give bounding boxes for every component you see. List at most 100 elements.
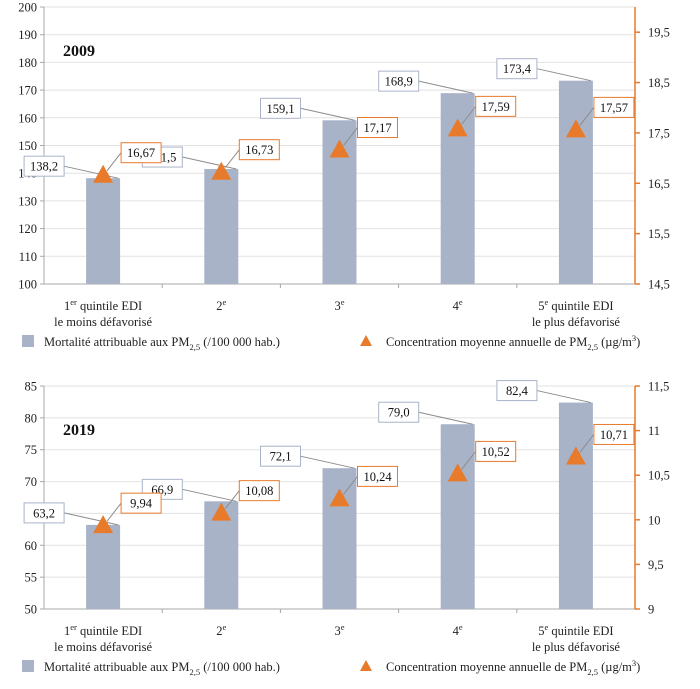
x-tick-label-line2: le moins défavorisé [54, 315, 152, 329]
y-right-tick-label: 19,5 [648, 26, 670, 40]
point-label-leader [343, 127, 358, 146]
bar [86, 178, 121, 284]
bar-label-box [378, 401, 420, 423]
point-data-label: 9,94 [130, 497, 153, 511]
y-right-tick-label: 9,5 [648, 558, 664, 572]
y-right-tick-label: 18,5 [648, 76, 670, 90]
point-label-leader [224, 149, 240, 168]
point-label-box [120, 492, 162, 514]
y-right-tick-label: 16,5 [648, 177, 670, 191]
y-left-tick-label: 150 [18, 139, 37, 153]
x-tick-label: 1er quintile EDI [64, 622, 142, 638]
point-label-box [475, 95, 517, 117]
concentration-point [565, 446, 586, 465]
x-tick-label: 3e [334, 297, 344, 313]
point-label-box [357, 465, 398, 487]
point-label-box [475, 440, 517, 462]
concentration-point [447, 463, 468, 482]
point-label-leader [461, 451, 477, 470]
bar-label-leader [63, 165, 119, 179]
x-tick-label: 2e [216, 622, 226, 638]
bar-label-box [496, 380, 538, 402]
bar-label-leader [418, 411, 473, 425]
bar-label-box [23, 155, 65, 177]
point-label-leader [461, 106, 477, 125]
bar-data-label: 79,0 [388, 406, 410, 420]
point-data-label: 17,57 [600, 101, 628, 115]
legend-label-bars: Mortalité attribuable aux PM2,5 (/100 00… [44, 335, 280, 352]
chart-panel-2009: 10011012013014015016017018019020014,515,… [18, 1, 670, 353]
point-data-label: 10,24 [363, 470, 392, 484]
y-right-tick-label: 10 [648, 513, 661, 527]
y-left-tick-label: 160 [18, 111, 37, 125]
point-data-label: 10,08 [245, 484, 273, 498]
concentration-point [93, 515, 114, 534]
x-tick-label: 5e quintile EDI [538, 622, 613, 638]
chart-title: 2009 [63, 43, 95, 60]
x-tick-label: 1er quintile EDI [64, 297, 142, 313]
point-label-leader [224, 490, 240, 509]
point-label-leader [106, 502, 122, 522]
y-left-tick-label: 110 [19, 250, 37, 264]
x-tick-label: 4e [453, 622, 463, 638]
bar-label-leader [536, 390, 592, 404]
bar-data-label: 168,9 [385, 75, 413, 89]
legend-swatch-bars [22, 335, 34, 347]
point-data-label: 10,52 [482, 445, 510, 459]
point-data-label: 16,73 [245, 143, 273, 157]
bar-label-box [378, 70, 420, 92]
legend-label-bars: Mortalité attribuable aux PM2,5 (/100 00… [44, 660, 280, 677]
point-data-label: 17,59 [482, 100, 510, 114]
point-label-leader [579, 107, 595, 126]
bar-data-label: 173,4 [503, 62, 532, 76]
point-label-leader [343, 476, 358, 495]
point-label-box [238, 480, 280, 502]
y-left-tick-label: 50 [25, 603, 38, 617]
legend-swatch-points [360, 660, 372, 671]
legend-label-points: Concentration moyenne annuelle de PM2,5 … [386, 658, 640, 677]
bar-label-leader [182, 156, 237, 170]
bar [86, 524, 121, 609]
point-label-box [120, 142, 162, 164]
chart-title: 2019 [63, 422, 95, 439]
bar-label-leader [300, 107, 355, 121]
bar-label-box [23, 502, 65, 524]
y-right-tick-label: 11,5 [648, 380, 669, 394]
concentration-point [329, 488, 350, 507]
bar-label-leader [536, 68, 592, 82]
bar-data-label: 63,2 [33, 506, 55, 520]
point-label-box [593, 96, 635, 118]
y-right-tick-label: 17,5 [648, 126, 670, 140]
bar-data-label: 159,1 [266, 102, 294, 116]
legend-swatch-bars [22, 660, 34, 672]
concentration-point [447, 118, 468, 137]
y-left-tick-label: 80 [25, 411, 38, 425]
point-label-box [593, 423, 635, 445]
y-left-tick-label: 75 [25, 443, 38, 457]
y-left-tick-label: 100 [18, 278, 37, 292]
y-left-tick-label: 130 [18, 194, 37, 208]
y-right-tick-label: 10,5 [648, 469, 670, 483]
x-tick-label-line2: le moins défavorisé [54, 640, 152, 654]
concentration-point [93, 164, 114, 183]
bar-label-box [260, 97, 301, 119]
bar-label-box [496, 58, 538, 80]
y-left-tick-label: 200 [18, 1, 37, 15]
bar [558, 402, 593, 609]
bar-label-box [260, 445, 301, 467]
y-left-tick-label: 180 [18, 56, 37, 70]
legend-swatch-points [360, 335, 372, 346]
y-left-tick-label: 190 [18, 28, 37, 42]
y-left-tick-label: 55 [25, 571, 38, 585]
point-label-box [357, 117, 398, 139]
y-left-tick-label: 60 [25, 539, 38, 553]
chart-panel-2019: 505560657075808599,51010,51111,5201963,2… [22, 380, 670, 677]
y-right-tick-label: 14,5 [648, 278, 670, 292]
concentration-point [211, 502, 232, 521]
concentration-point [211, 161, 232, 180]
bar-data-label: 72,1 [270, 450, 292, 464]
x-tick-label-line2: le plus défavorisé [532, 640, 621, 654]
concentration-point [565, 119, 586, 138]
y-right-tick-label: 11 [648, 424, 660, 438]
